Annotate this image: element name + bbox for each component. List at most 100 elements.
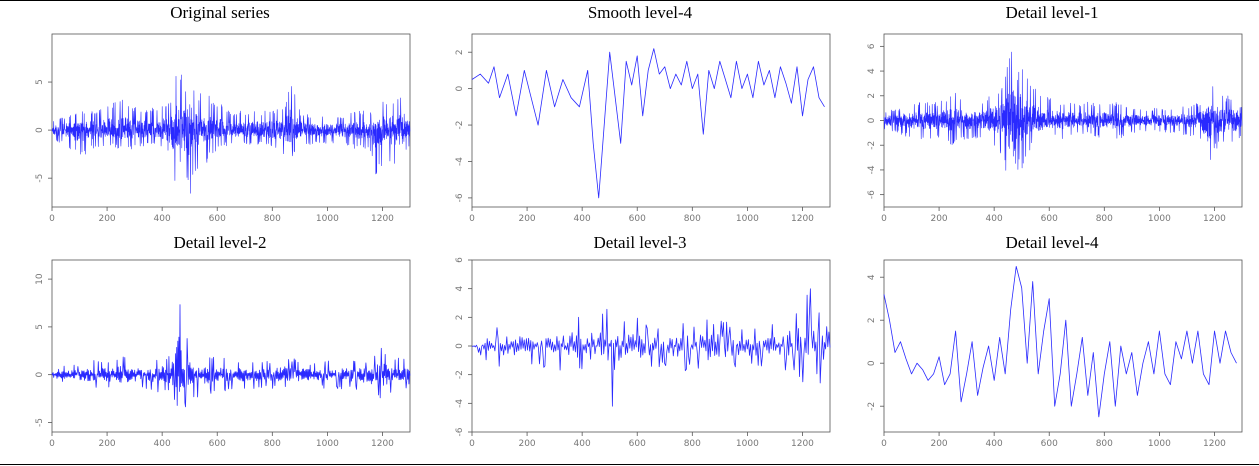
series-line [51,304,411,408]
y-tick-label: 4 [867,68,877,74]
x-tick-label: 1000 [736,214,759,224]
x-tick-label: 0 [49,439,55,449]
x-tick-label: 400 [574,214,591,224]
line-chart: 0 200 400 600 800 1000 1200 -5 0 5 [35,33,411,224]
plot-frame [471,33,831,208]
series-line [471,48,825,199]
y-tick-label: 0 [867,360,877,366]
line-chart: 0 200 400 600 800 1000 1200 -6 -4 -2 0 2 [455,33,831,224]
y-tick-label: 0 [867,117,877,123]
y-tick-label: 2 [455,49,465,55]
y-tick-label: 4 [867,274,877,280]
series-line [883,51,1243,171]
y-tick-label: -4 [455,157,465,166]
y-tick-label: -6 [867,190,877,199]
x-tick-label: 0 [881,214,887,224]
x-tick-label: 1000 [736,439,759,449]
x-tick-label: 1200 [791,214,814,224]
x-tick-label: 200 [518,214,535,224]
panel-title: Detail level-2 [173,233,267,252]
x-tick-label: 0 [881,439,887,449]
y-tick-label: 2 [867,93,877,99]
y-tick-label: -2 [455,121,465,130]
series-line [883,266,1237,418]
x-tick-label: 200 [930,214,947,224]
x-tick-label: 400 [154,439,171,449]
x-tick-label: 200 [930,439,947,449]
x-tick-label: 800 [264,439,281,449]
x-tick-label: 1200 [371,439,394,449]
x-tick-label: 0 [469,439,475,449]
y-tick-label: -6 [455,427,465,436]
x-tick-label: 200 [518,439,535,449]
y-tick-label: -4 [867,165,877,174]
x-tick-label: 200 [98,214,115,224]
line-chart: 0 200 400 600 800 1000 1200 -6 -4 -2 0 2 4 6 [455,257,831,449]
y-tick-label: 6 [455,257,465,263]
panel-title: Detail level-1 [1005,3,1099,22]
x-tick-label: 800 [1096,439,1113,449]
panel-detail-level-1: Detail level-1 0 200 400 600 800 1000 1200 -6 -4… [852,2,1252,232]
y-tick-label: 0 [455,343,465,349]
panel-detail-level-3: Detail level-3 0 200 400 600 800 1000 1200 -6 -4… [440,232,840,464]
y-tick-label: 5 [35,324,45,330]
x-tick-label: 200 [98,439,115,449]
y-tick-label: 2 [455,314,465,320]
x-tick-label: 400 [986,214,1003,224]
x-tick-label: 600 [629,214,646,224]
x-tick-label: 400 [574,439,591,449]
panel-title: Original series [170,3,270,22]
y-tick-label: 0 [35,372,45,378]
y-tick-label: -2 [455,370,465,379]
x-tick-label: 1000 [1148,214,1171,224]
x-tick-label: 1200 [1203,214,1226,224]
x-tick-label: 600 [1041,214,1058,224]
x-tick-label: 1000 [316,214,339,224]
panel-smooth-level-4: Smooth level-4 0 200 400 600 800 1000 1200 -6 -4… [440,2,840,232]
plot-frame [51,259,411,433]
panel-title: Smooth level-4 [587,3,693,22]
panel-title: Detail level-4 [1005,233,1099,252]
panel-original-series: Original series 0 200 400 600 800 1000 1200 -5 0… [20,2,420,232]
line-chart: 0 200 400 600 800 1000 1200 -5 0 5 10 [35,259,411,449]
top-rule [0,0,1259,1]
x-tick-label: 1000 [316,439,339,449]
y-tick-label: -4 [455,399,465,408]
x-tick-label: 400 [986,439,1003,449]
x-tick-label: 1200 [791,439,814,449]
y-tick-label: -6 [455,193,465,202]
x-tick-label: 0 [49,214,55,224]
x-tick-label: 600 [629,439,646,449]
y-tick-label: 2 [867,317,877,323]
panel-title: Detail level-3 [593,233,687,252]
plot-frame [51,33,411,208]
y-tick-label: -5 [35,418,45,427]
x-tick-label: 600 [209,214,226,224]
x-tick-label: 1200 [371,214,394,224]
y-tick-label: 5 [35,79,45,85]
y-tick-label: -5 [35,174,45,183]
y-tick-label: -2 [867,141,877,150]
series-line [51,74,411,194]
y-tick-label: 0 [35,127,45,133]
plot-frame [883,259,1243,433]
x-tick-label: 1200 [1203,439,1226,449]
y-tick-label: 6 [867,43,877,49]
y-tick-label: 4 [455,286,465,292]
x-tick-label: 800 [264,214,281,224]
x-tick-label: 600 [209,439,226,449]
x-tick-label: 800 [684,439,701,449]
y-tick-label: 10 [35,273,45,285]
x-tick-label: 1000 [1148,439,1171,449]
panel-detail-level-2: Detail level-2 0 200 400 600 800 1000 1200 -5 0 5… [20,232,420,464]
x-tick-label: 600 [1041,439,1058,449]
line-chart: 0 200 400 600 800 1000 1200 -6 -4 -2 0 2 4 6 [867,33,1243,224]
x-tick-label: 0 [469,214,475,224]
x-tick-label: 800 [684,214,701,224]
panel-detail-level-4: Detail level-4 0 200 400 600 800 1000 1200 -2 0 2… [852,232,1252,464]
y-tick-label: -2 [867,402,877,411]
bottom-rule [0,464,1259,465]
y-tick-label: 0 [455,85,465,91]
line-chart: 0 200 400 600 800 1000 1200 -2 0 2 4 [867,259,1243,449]
x-tick-label: 400 [154,214,171,224]
